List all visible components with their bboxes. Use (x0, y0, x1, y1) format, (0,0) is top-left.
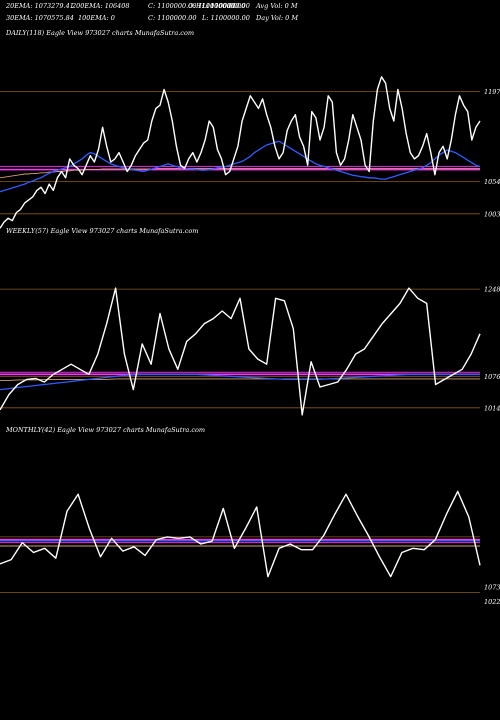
weekly-chart: 1248 1076 1014 (0, 286, 500, 416)
monthly-price-line (0, 490, 481, 578)
monthly-ytick-label-1: 1022 (484, 598, 500, 606)
close-readout-2: C: 1100000.00 (148, 14, 197, 22)
close-readout: C: 1100000.00 (148, 2, 197, 10)
daily-ema-orange-line (0, 167, 480, 179)
monthly-ytick-label-0: 1073 (484, 584, 500, 592)
low-readout-2: L: 1100000.00 (202, 14, 250, 22)
daily-panel-label: DAILY(118) Eagle View 973027 charts Muna… (6, 29, 195, 37)
weekly-price-line (0, 287, 481, 416)
weekly-ema-orange-line (0, 378, 480, 381)
weekly-ytick-label-0: 1248 (484, 286, 500, 294)
high-readout: H: 1100000.00 (196, 2, 246, 10)
ema20-readout: 20EMA: 1073279.41 (6, 2, 74, 10)
daily-chart: 1197 1054 1003 (0, 76, 500, 229)
weekly-ytick-label-2: 1014 (484, 404, 500, 412)
ema30-readout: 30EMA: 1070575.84 (6, 14, 74, 22)
weekly-ema-blue-line (0, 373, 480, 391)
daily-ema-blue-line (0, 140, 481, 193)
low-readout: L: 1100000.00 (202, 2, 250, 10)
daily-ytick-label-1: 1054 (484, 178, 500, 186)
day-vol-readout: Day Vol: 0 M (256, 14, 299, 22)
monthly-panel-label: MONTHLY(42) Eagle View 973027 charts Mun… (6, 426, 206, 434)
ema200-readout: 200EMA: 106408 (72, 2, 130, 10)
avg-vol-readout: Avg Vol: 0 M (256, 2, 298, 10)
daily-ytick-label-2: 1003 (484, 210, 500, 218)
monthly-chart: 1073 1022 (0, 490, 500, 606)
daily-ytick-label-0: 1197 (484, 88, 500, 96)
ema100-readout: 100EMA: 0 (78, 14, 115, 22)
open-readout: O: 1100000.00 (188, 2, 237, 10)
weekly-ytick-label-1: 1076 (484, 373, 500, 381)
weekly-panel-label: WEEKLY(57) Eagle View 973027 charts Muna… (6, 227, 199, 235)
daily-price-line (0, 76, 481, 229)
